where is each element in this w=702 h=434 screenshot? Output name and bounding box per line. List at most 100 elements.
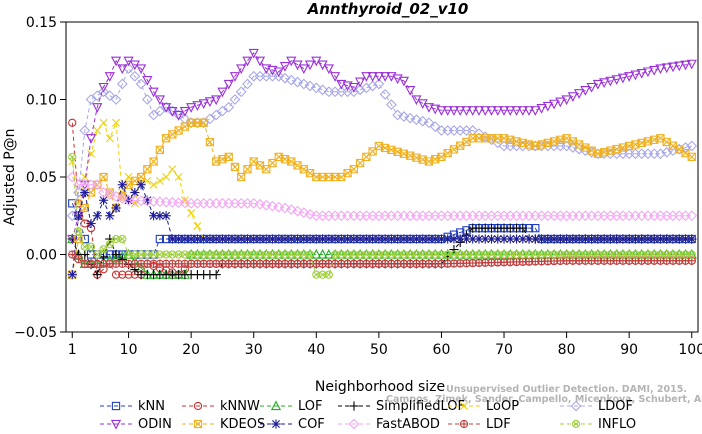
data-point bbox=[248, 48, 259, 59]
data-point bbox=[336, 79, 347, 90]
data-point bbox=[674, 234, 684, 244]
data-point bbox=[279, 202, 291, 214]
data-point bbox=[261, 64, 272, 75]
data-point bbox=[85, 94, 97, 105]
data-point bbox=[254, 56, 266, 67]
data-point bbox=[304, 208, 316, 220]
plot-frame bbox=[65, 21, 699, 333]
data-point bbox=[86, 218, 96, 229]
data-point bbox=[342, 81, 353, 92]
legend-symbol bbox=[460, 402, 468, 410]
data-point bbox=[273, 70, 285, 82]
data-point bbox=[618, 250, 628, 259]
data-point bbox=[205, 250, 215, 259]
data-point bbox=[675, 250, 684, 259]
data-point bbox=[367, 72, 378, 82]
data-point bbox=[99, 172, 108, 182]
data-point bbox=[211, 95, 222, 106]
data-point bbox=[148, 87, 159, 98]
data-point bbox=[317, 248, 328, 259]
data-point bbox=[80, 249, 90, 260]
data-point bbox=[223, 101, 235, 113]
legend-item-ldf: LDF bbox=[448, 417, 511, 432]
data-point bbox=[523, 106, 535, 116]
chart-title: Annthyroid_02_v10 bbox=[307, 0, 469, 18]
data-point bbox=[154, 105, 166, 117]
x-tick-label: 30 bbox=[245, 342, 263, 358]
data-point bbox=[73, 211, 84, 221]
legend-item-kdeos: KDEOS bbox=[182, 417, 265, 432]
series-knn bbox=[68, 199, 696, 259]
data-point bbox=[462, 250, 471, 259]
data-point bbox=[512, 250, 521, 259]
data-point bbox=[255, 250, 265, 259]
data-point bbox=[80, 173, 89, 181]
data-point bbox=[280, 234, 290, 244]
y-tick-label: 0.05 bbox=[26, 170, 57, 186]
data-point bbox=[423, 103, 435, 113]
data-point bbox=[229, 94, 241, 105]
data-point bbox=[518, 223, 528, 233]
data-point bbox=[129, 70, 141, 82]
data-point bbox=[329, 72, 341, 82]
data-point bbox=[74, 254, 83, 264]
data-point bbox=[304, 60, 316, 71]
data-point bbox=[204, 113, 216, 125]
data-point bbox=[268, 250, 277, 259]
data-point bbox=[248, 197, 260, 209]
x-tick-label: 40 bbox=[307, 342, 325, 358]
data-point bbox=[355, 250, 365, 259]
data-point bbox=[85, 134, 97, 144]
data-point bbox=[318, 270, 327, 279]
data-point bbox=[399, 250, 409, 259]
data-point bbox=[386, 99, 397, 111]
data-point bbox=[98, 82, 109, 93]
data-point bbox=[361, 234, 371, 244]
data-point bbox=[650, 250, 659, 259]
data-point bbox=[104, 189, 116, 200]
data-point bbox=[224, 234, 234, 244]
data-point bbox=[599, 250, 609, 259]
data-point bbox=[68, 199, 77, 208]
series-cof bbox=[67, 180, 697, 280]
data-point bbox=[98, 187, 109, 198]
x-tick-label: 10 bbox=[120, 342, 138, 358]
data-point bbox=[605, 76, 616, 87]
data-point bbox=[224, 152, 233, 161]
data-point bbox=[116, 78, 128, 90]
data-point bbox=[473, 106, 485, 116]
data-point bbox=[199, 250, 208, 259]
data-point bbox=[130, 250, 139, 259]
data-point bbox=[442, 106, 453, 116]
data-point bbox=[199, 118, 208, 127]
data-point bbox=[292, 205, 303, 217]
data-point bbox=[192, 101, 203, 111]
data-point bbox=[581, 250, 590, 259]
data-point bbox=[368, 234, 378, 244]
data-point bbox=[667, 62, 679, 73]
data-point bbox=[148, 109, 159, 121]
data-point bbox=[480, 106, 491, 116]
legend-item-cof: COF bbox=[260, 417, 325, 432]
data-point bbox=[655, 148, 666, 160]
data-point bbox=[387, 250, 396, 259]
series-line bbox=[71, 121, 692, 240]
legend-label: LDF bbox=[486, 417, 511, 432]
data-point bbox=[260, 199, 272, 211]
data-point bbox=[630, 70, 641, 81]
data-point bbox=[267, 200, 278, 212]
data-point bbox=[368, 250, 377, 259]
data-point bbox=[149, 157, 158, 166]
x-tick-label: 1 bbox=[68, 342, 77, 358]
legend-label: LDOF bbox=[598, 399, 633, 414]
data-point bbox=[267, 65, 278, 76]
data-point bbox=[105, 211, 115, 221]
data-point bbox=[406, 250, 415, 259]
data-point bbox=[429, 121, 441, 133]
data-point bbox=[431, 250, 440, 259]
data-point bbox=[124, 250, 133, 259]
data-point bbox=[380, 250, 390, 259]
data-point bbox=[574, 250, 584, 259]
data-point bbox=[317, 84, 328, 96]
x-tick-label: 20 bbox=[182, 342, 200, 358]
